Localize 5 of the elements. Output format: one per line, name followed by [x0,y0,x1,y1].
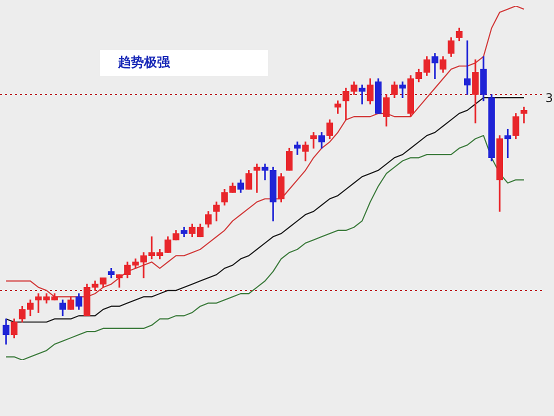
annotation: 趋势极强 [117,54,171,70]
candlestick [520,106,528,124]
text: 3 [545,91,553,106]
candlestick [310,132,317,149]
candlestick [399,82,406,98]
